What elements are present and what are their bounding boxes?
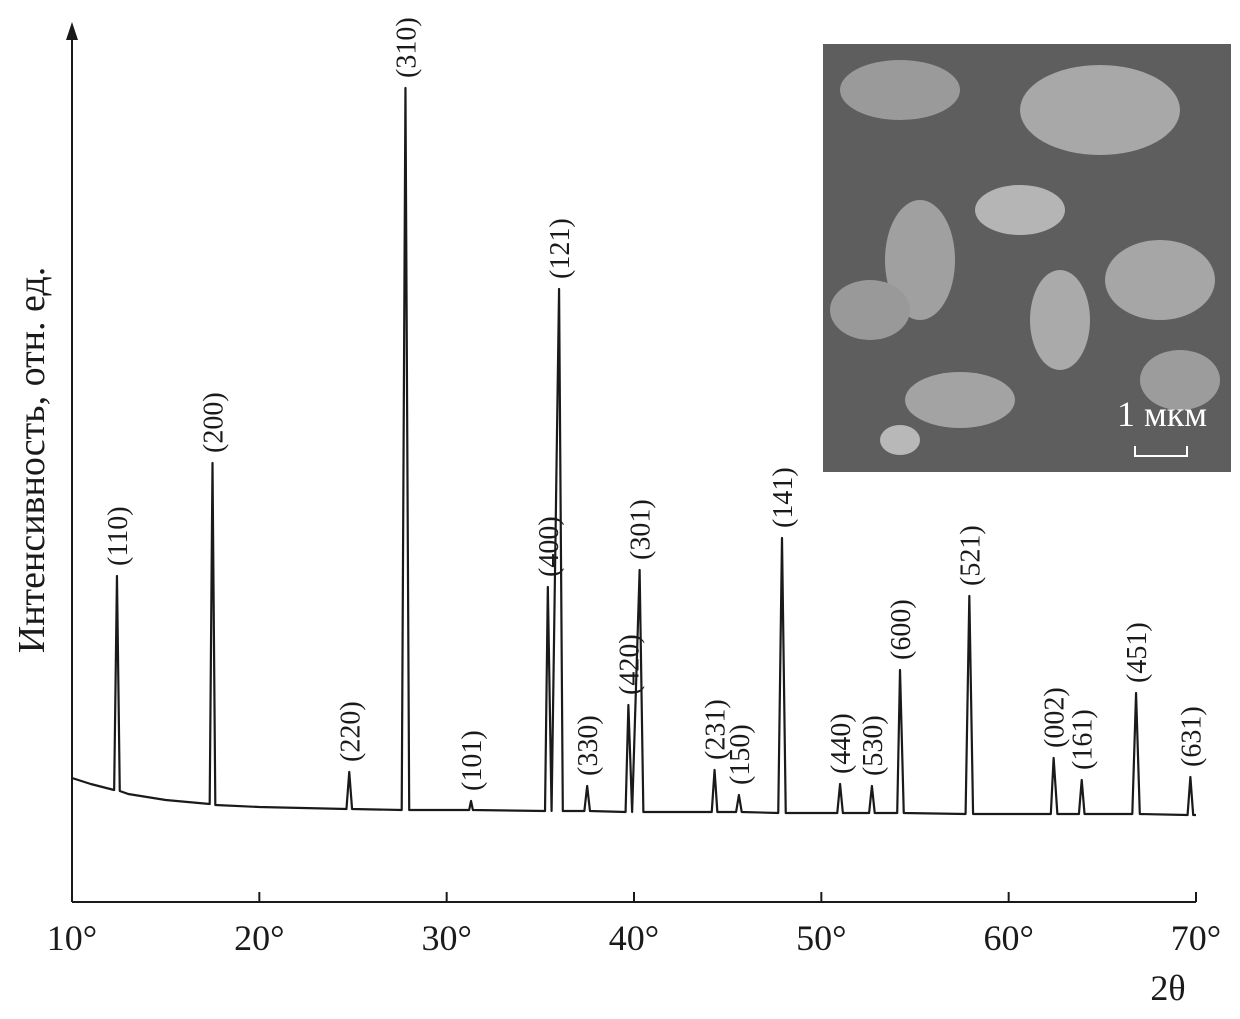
sem-inset: 1 мкм	[823, 44, 1231, 472]
x-tick-label: 60°	[983, 918, 1033, 958]
scale-label: 1 мкм	[1117, 394, 1207, 434]
peak-label: (451)	[1122, 622, 1153, 683]
axis-arrow	[66, 22, 78, 40]
peak-label: (161)	[1068, 709, 1099, 770]
x-axis-label: 2θ	[1150, 968, 1185, 1008]
peak-label: (301)	[626, 499, 657, 560]
peak-label: (220)	[335, 701, 366, 762]
peak-label: (150)	[725, 724, 756, 785]
peak-label: (002)	[1040, 687, 1071, 748]
x-tick-label: 40°	[609, 918, 659, 958]
peak-label: (440)	[826, 713, 857, 774]
peak-label: (110)	[103, 506, 134, 566]
peak-label: (101)	[457, 730, 488, 791]
x-tick-label: 20°	[234, 918, 284, 958]
peak-label: (121)	[545, 218, 576, 279]
x-tick-label: 50°	[796, 918, 846, 958]
peak-label: (400)	[534, 516, 565, 577]
peak-label: (600)	[886, 599, 917, 660]
y-axis-label: Интенсивность, отн. ед.	[11, 267, 53, 653]
xrd-pattern	[71, 86, 1196, 817]
peak-label: (420)	[614, 634, 645, 695]
peak-label: (310)	[391, 17, 422, 78]
peak-label: (330)	[573, 715, 604, 776]
x-tick-label: 10°	[47, 918, 97, 958]
peak-label: (141)	[768, 467, 799, 528]
peak-label: (530)	[858, 715, 889, 776]
peak-label: (200)	[199, 392, 230, 453]
peak-label: (231)	[701, 699, 732, 760]
x-tick-label: 70°	[1171, 918, 1221, 958]
peak-label: (631)	[1176, 706, 1207, 767]
peak-label: (521)	[955, 525, 986, 586]
x-tick-label: 30°	[421, 918, 471, 958]
